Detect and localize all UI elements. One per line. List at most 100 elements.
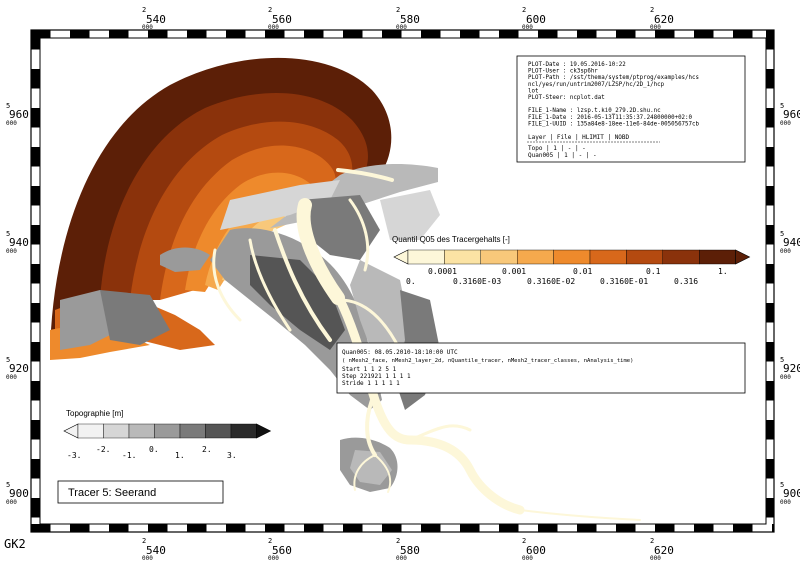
y-tick-prefix: 5 (780, 230, 784, 238)
border-tick-bottom (421, 524, 441, 532)
plot-info-line: PLOT-Date : 19.05.2016-10:22 (528, 62, 626, 68)
plot-info-line: PLOT-Path : /sst/thema/system/ptprog/exa… (528, 75, 699, 81)
caption-text: Tracer 5: Seerand (68, 487, 156, 499)
data-info-row: Start 1 1 2 5 1 (342, 366, 397, 373)
colorbar-swatch (517, 249, 554, 265)
topo-label: -2. (96, 445, 110, 454)
colorbar-swatch (626, 249, 664, 265)
border-tick-top (616, 30, 636, 38)
border-tick-bottom (70, 524, 90, 532)
border-tick-left (31, 342, 40, 362)
plot-info-table-header: Layer | File | HLIMIT | NOBD (528, 134, 630, 141)
border-tick-left (31, 459, 40, 479)
x-tick-label: 620 (654, 13, 674, 26)
border-tick-top (226, 30, 246, 38)
plot-info-table-row: Quan005 | 1 | - | - (528, 152, 597, 159)
colorbar-swatch (699, 249, 736, 265)
border-tick-left (31, 498, 40, 518)
tracer-legend-title: Quantil Q05 des Tracergehalts [-] (392, 235, 510, 244)
topo-label: 1. (175, 451, 185, 460)
tracer-upper-label: 1. (718, 267, 728, 276)
border-tick-right (766, 459, 774, 479)
y-tick-suffix: 000 (6, 374, 17, 381)
x-tick-prefix: 2 (650, 537, 654, 545)
tracer-upper-label: 0.001 (502, 267, 526, 276)
border-tick-bottom (265, 524, 285, 532)
x-tick-prefix: 2 (522, 6, 526, 14)
border-tick-right (766, 303, 774, 323)
border-tick-top (31, 30, 51, 38)
plot-info-table-row: Topo | 1 | - | - (528, 145, 586, 152)
y-tick-prefix: 5 (6, 102, 10, 110)
y-tick-label: 960 (9, 108, 29, 121)
tracer-legend: Quantil Q05 des Tracergehalts [-] 0.0001… (392, 235, 751, 286)
coordinate-system-label: GK2 (4, 537, 26, 551)
y-tick-suffix: 000 (6, 499, 17, 506)
x-tick-prefix: 2 (142, 537, 146, 545)
x-tick-suffix: 000 (268, 24, 279, 31)
border-tick-top (499, 30, 519, 38)
x-tick-suffix: 000 (142, 555, 153, 561)
y-tick-label: 920 (783, 362, 800, 375)
colorbar-swatch (553, 249, 591, 265)
topo-label: -1. (122, 451, 136, 460)
x-tick-label: 580 (400, 13, 420, 26)
border-tick-left (31, 381, 40, 401)
y-tick-suffix: 000 (6, 120, 17, 127)
x-tick-suffix: 000 (396, 24, 407, 31)
topo-label: 2. (202, 445, 212, 454)
border-tick-right (766, 264, 774, 284)
topo-label: -3. (67, 451, 81, 460)
x-tick-suffix: 000 (522, 24, 533, 31)
colorbar-swatch (444, 249, 481, 265)
tracer-legend-lower-labels: 0. 0.3160E-03 0.3160E-02 0.3160E-01 0.316 (406, 277, 698, 286)
plot-info-line: ncl/yes/run/untrim2007/LZSP/hc/2D_1/hcp (528, 82, 665, 88)
border-tick-bottom (304, 524, 324, 532)
border-tick-bottom (460, 524, 480, 532)
border-tick-top (187, 30, 207, 38)
border-tick-right (766, 69, 774, 89)
topo-label: 3. (227, 451, 237, 460)
caption-box: Tracer 5: Seerand (57, 480, 224, 504)
y-tick-label: 900 (9, 487, 29, 500)
border-tick-right (766, 30, 774, 50)
x-tick-label: 560 (272, 13, 292, 26)
border-tick-bottom (343, 524, 363, 532)
border-tick-right (766, 420, 774, 440)
colorbar-swatch (77, 423, 104, 439)
border-tick-top (265, 30, 285, 38)
tracer-lower-label: 0.3160E-03 (453, 277, 501, 286)
data-info-row: Step 221921 1 1 1 1 (342, 373, 411, 380)
border-tick-top (421, 30, 441, 38)
y-tick-label: 900 (783, 487, 800, 500)
border-tick-left (31, 147, 40, 167)
colorbar-swatch (480, 249, 518, 265)
plot-info-line: PLOT-User : ck3sp6hr (528, 69, 598, 75)
border-tick-bottom (538, 524, 558, 532)
border-tick-top (304, 30, 324, 38)
colorbar-swatch (230, 423, 257, 439)
colorbar-swatch (103, 423, 130, 439)
tracer-lower-label: 0.316 (674, 277, 698, 286)
x-tick-label: 580 (400, 544, 420, 557)
tracer-lower-label: 0.3160E-02 (527, 277, 575, 286)
y-tick-prefix: 5 (6, 230, 10, 238)
tracer-legend-upper-labels: 0.0001 0.001 0.01 0.1 1. (428, 267, 728, 276)
border-tick-bottom (694, 524, 714, 532)
border-tick-right (766, 498, 774, 518)
topo-colorbar (63, 423, 272, 439)
y-tick-suffix: 000 (780, 248, 791, 255)
border-tick-bottom (655, 524, 675, 532)
border-tick-left (31, 264, 40, 284)
data-info-box: Quan005: 08.05.2010-18:10:00 UTC ( nMesh… (336, 342, 746, 394)
border-tick-bottom (772, 524, 774, 532)
x-tick-label: 540 (146, 13, 166, 26)
border-tick-bottom (577, 524, 597, 532)
estuary-channels (212, 168, 641, 521)
x-tick-prefix: 2 (650, 6, 654, 14)
